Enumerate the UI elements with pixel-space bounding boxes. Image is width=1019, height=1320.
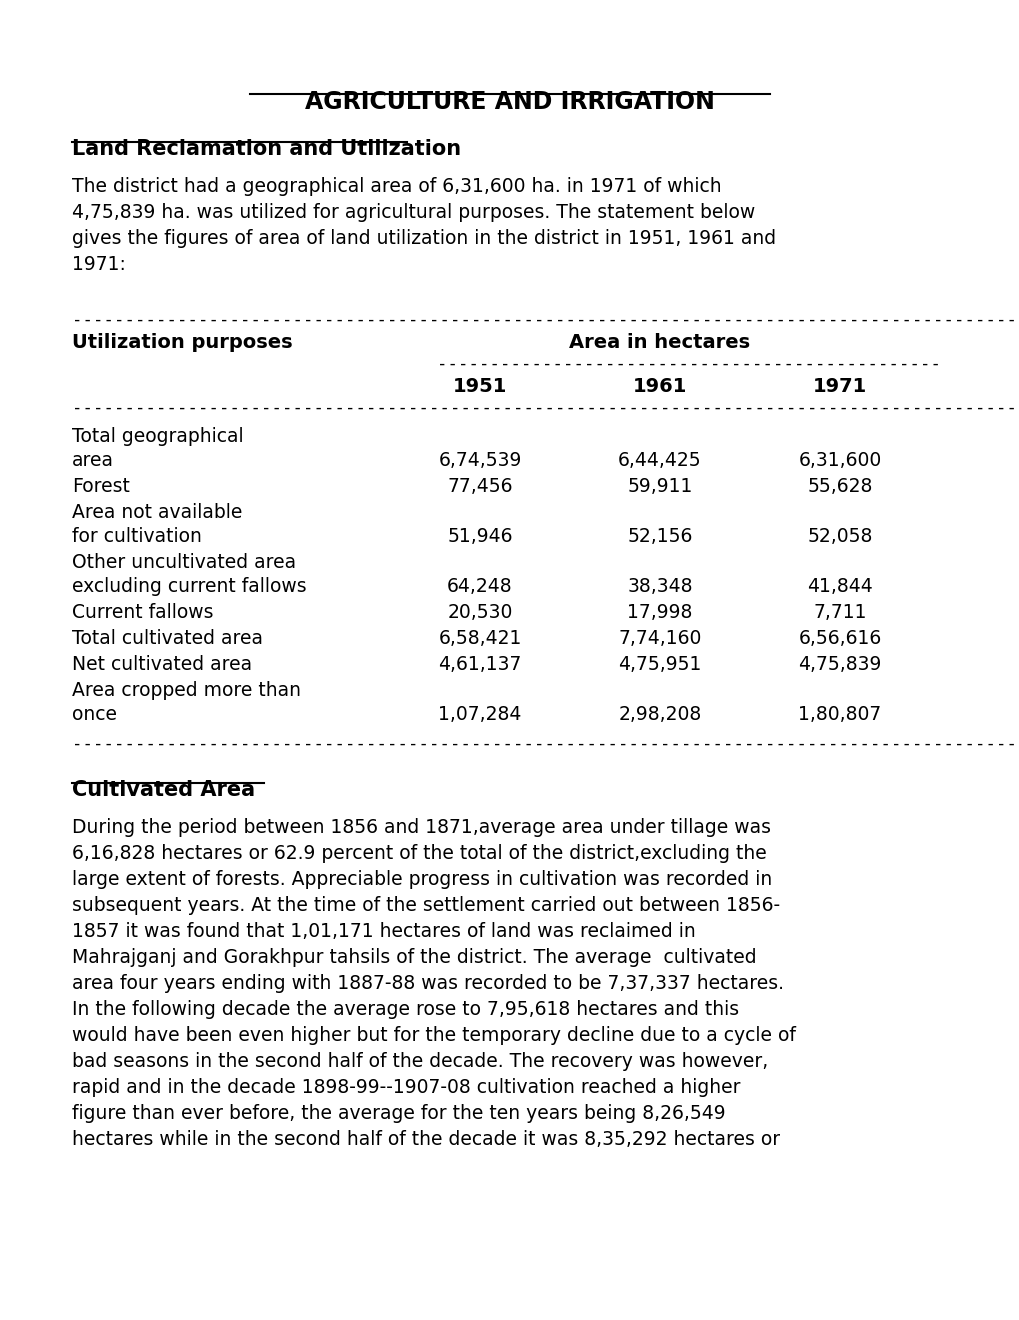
Text: Area in hectares: Area in hectares bbox=[569, 333, 750, 352]
Text: 1951: 1951 bbox=[452, 378, 506, 396]
Text: 2,98,208: 2,98,208 bbox=[618, 705, 701, 723]
Text: for cultivation: for cultivation bbox=[72, 527, 202, 546]
Text: 6,74,539: 6,74,539 bbox=[438, 451, 521, 470]
Text: 20,530: 20,530 bbox=[447, 603, 513, 622]
Text: 55,628: 55,628 bbox=[806, 477, 872, 496]
Text: once: once bbox=[72, 705, 117, 723]
Text: Net cultivated area: Net cultivated area bbox=[72, 655, 252, 675]
Text: excluding current fallows: excluding current fallows bbox=[72, 577, 307, 597]
Text: bad seasons in the second half of the decade. The recovery was however,: bad seasons in the second half of the de… bbox=[72, 1052, 767, 1071]
Text: 52,058: 52,058 bbox=[806, 527, 872, 546]
Text: 1,80,807: 1,80,807 bbox=[798, 705, 880, 723]
Text: Total geographical: Total geographical bbox=[72, 426, 244, 446]
Text: 41,844: 41,844 bbox=[806, 577, 872, 597]
Text: --------------------------------------------------------------------------------: ----------------------------------------… bbox=[72, 312, 1016, 329]
Text: --------------------------------------------------------------------------------: ----------------------------------------… bbox=[72, 399, 1016, 417]
Text: 59,911: 59,911 bbox=[627, 477, 692, 496]
Text: 77,456: 77,456 bbox=[446, 477, 513, 496]
Text: would have been even higher but for the temporary decline due to a cycle of: would have been even higher but for the … bbox=[72, 1026, 795, 1045]
Text: 6,58,421: 6,58,421 bbox=[438, 630, 521, 648]
Text: 38,348: 38,348 bbox=[627, 577, 692, 597]
Text: area four years ending with 1887-88 was recorded to be 7,37,337 hectares.: area four years ending with 1887-88 was … bbox=[72, 974, 784, 993]
Text: 6,56,616: 6,56,616 bbox=[798, 630, 880, 648]
Text: Cultivated Area: Cultivated Area bbox=[72, 780, 255, 800]
Text: 4,75,839: 4,75,839 bbox=[798, 655, 880, 675]
Text: Utilization purposes: Utilization purposes bbox=[72, 333, 292, 352]
Text: 6,44,425: 6,44,425 bbox=[618, 451, 701, 470]
Text: hectares while in the second half of the decade it was 8,35,292 hectares or: hectares while in the second half of the… bbox=[72, 1130, 780, 1148]
Text: ------------------------------------------------: ----------------------------------------… bbox=[436, 355, 941, 374]
Text: 1971:: 1971: bbox=[72, 255, 125, 275]
Text: Mahrajganj and Gorakhpur tahsils of the district. The average  cultivated: Mahrajganj and Gorakhpur tahsils of the … bbox=[72, 948, 756, 968]
Text: 64,248: 64,248 bbox=[446, 577, 513, 597]
Text: 1971: 1971 bbox=[812, 378, 866, 396]
Text: area: area bbox=[72, 451, 114, 470]
Text: --------------------------------------------------------------------------------: ----------------------------------------… bbox=[72, 735, 1016, 752]
Text: 7,711: 7,711 bbox=[812, 603, 866, 622]
Text: 4,75,951: 4,75,951 bbox=[618, 655, 701, 675]
Text: Area not available: Area not available bbox=[72, 503, 243, 521]
Text: Area cropped more than: Area cropped more than bbox=[72, 681, 301, 700]
Text: 1,07,284: 1,07,284 bbox=[438, 705, 521, 723]
Text: 51,946: 51,946 bbox=[446, 527, 513, 546]
Text: Total cultivated area: Total cultivated area bbox=[72, 630, 263, 648]
Text: large extent of forests. Appreciable progress in cultivation was recorded in: large extent of forests. Appreciable pro… bbox=[72, 870, 771, 888]
Text: In the following decade the average rose to 7,95,618 hectares and this: In the following decade the average rose… bbox=[72, 1001, 739, 1019]
Text: 7,74,160: 7,74,160 bbox=[618, 630, 701, 648]
Text: subsequent years. At the time of the settlement carried out between 1856-: subsequent years. At the time of the set… bbox=[72, 896, 780, 915]
Text: The district had a geographical area of 6,31,600 ha. in 1971 of which: The district had a geographical area of … bbox=[72, 177, 720, 195]
Text: 1857 it was found that 1,01,171 hectares of land was reclaimed in: 1857 it was found that 1,01,171 hectares… bbox=[72, 921, 695, 941]
Text: AGRICULTURE AND IRRIGATION: AGRICULTURE AND IRRIGATION bbox=[305, 90, 714, 114]
Text: rapid and in the decade 1898-99--1907-08 cultivation reached a higher: rapid and in the decade 1898-99--1907-08… bbox=[72, 1078, 740, 1097]
Text: gives the figures of area of land utilization in the district in 1951, 1961 and: gives the figures of area of land utiliz… bbox=[72, 228, 775, 248]
Text: 52,156: 52,156 bbox=[627, 527, 692, 546]
Text: Other uncultivated area: Other uncultivated area bbox=[72, 553, 296, 572]
Text: During the period between 1856 and 1871,average area under tillage was: During the period between 1856 and 1871,… bbox=[72, 818, 770, 837]
Text: Forest: Forest bbox=[72, 477, 129, 496]
Text: 17,998: 17,998 bbox=[627, 603, 692, 622]
Text: 6,16,828 hectares or 62.9 percent of the total of the district,excluding the: 6,16,828 hectares or 62.9 percent of the… bbox=[72, 843, 766, 863]
Text: 6,31,600: 6,31,600 bbox=[798, 451, 880, 470]
Text: figure than ever before, the average for the ten years being 8,26,549: figure than ever before, the average for… bbox=[72, 1104, 725, 1123]
Text: 4,75,839 ha. was utilized for agricultural purposes. The statement below: 4,75,839 ha. was utilized for agricultur… bbox=[72, 203, 754, 222]
Text: 4,61,137: 4,61,137 bbox=[438, 655, 521, 675]
Text: 1961: 1961 bbox=[632, 378, 687, 396]
Text: Land Reclamation and Utilization: Land Reclamation and Utilization bbox=[72, 139, 461, 158]
Text: Current fallows: Current fallows bbox=[72, 603, 213, 622]
